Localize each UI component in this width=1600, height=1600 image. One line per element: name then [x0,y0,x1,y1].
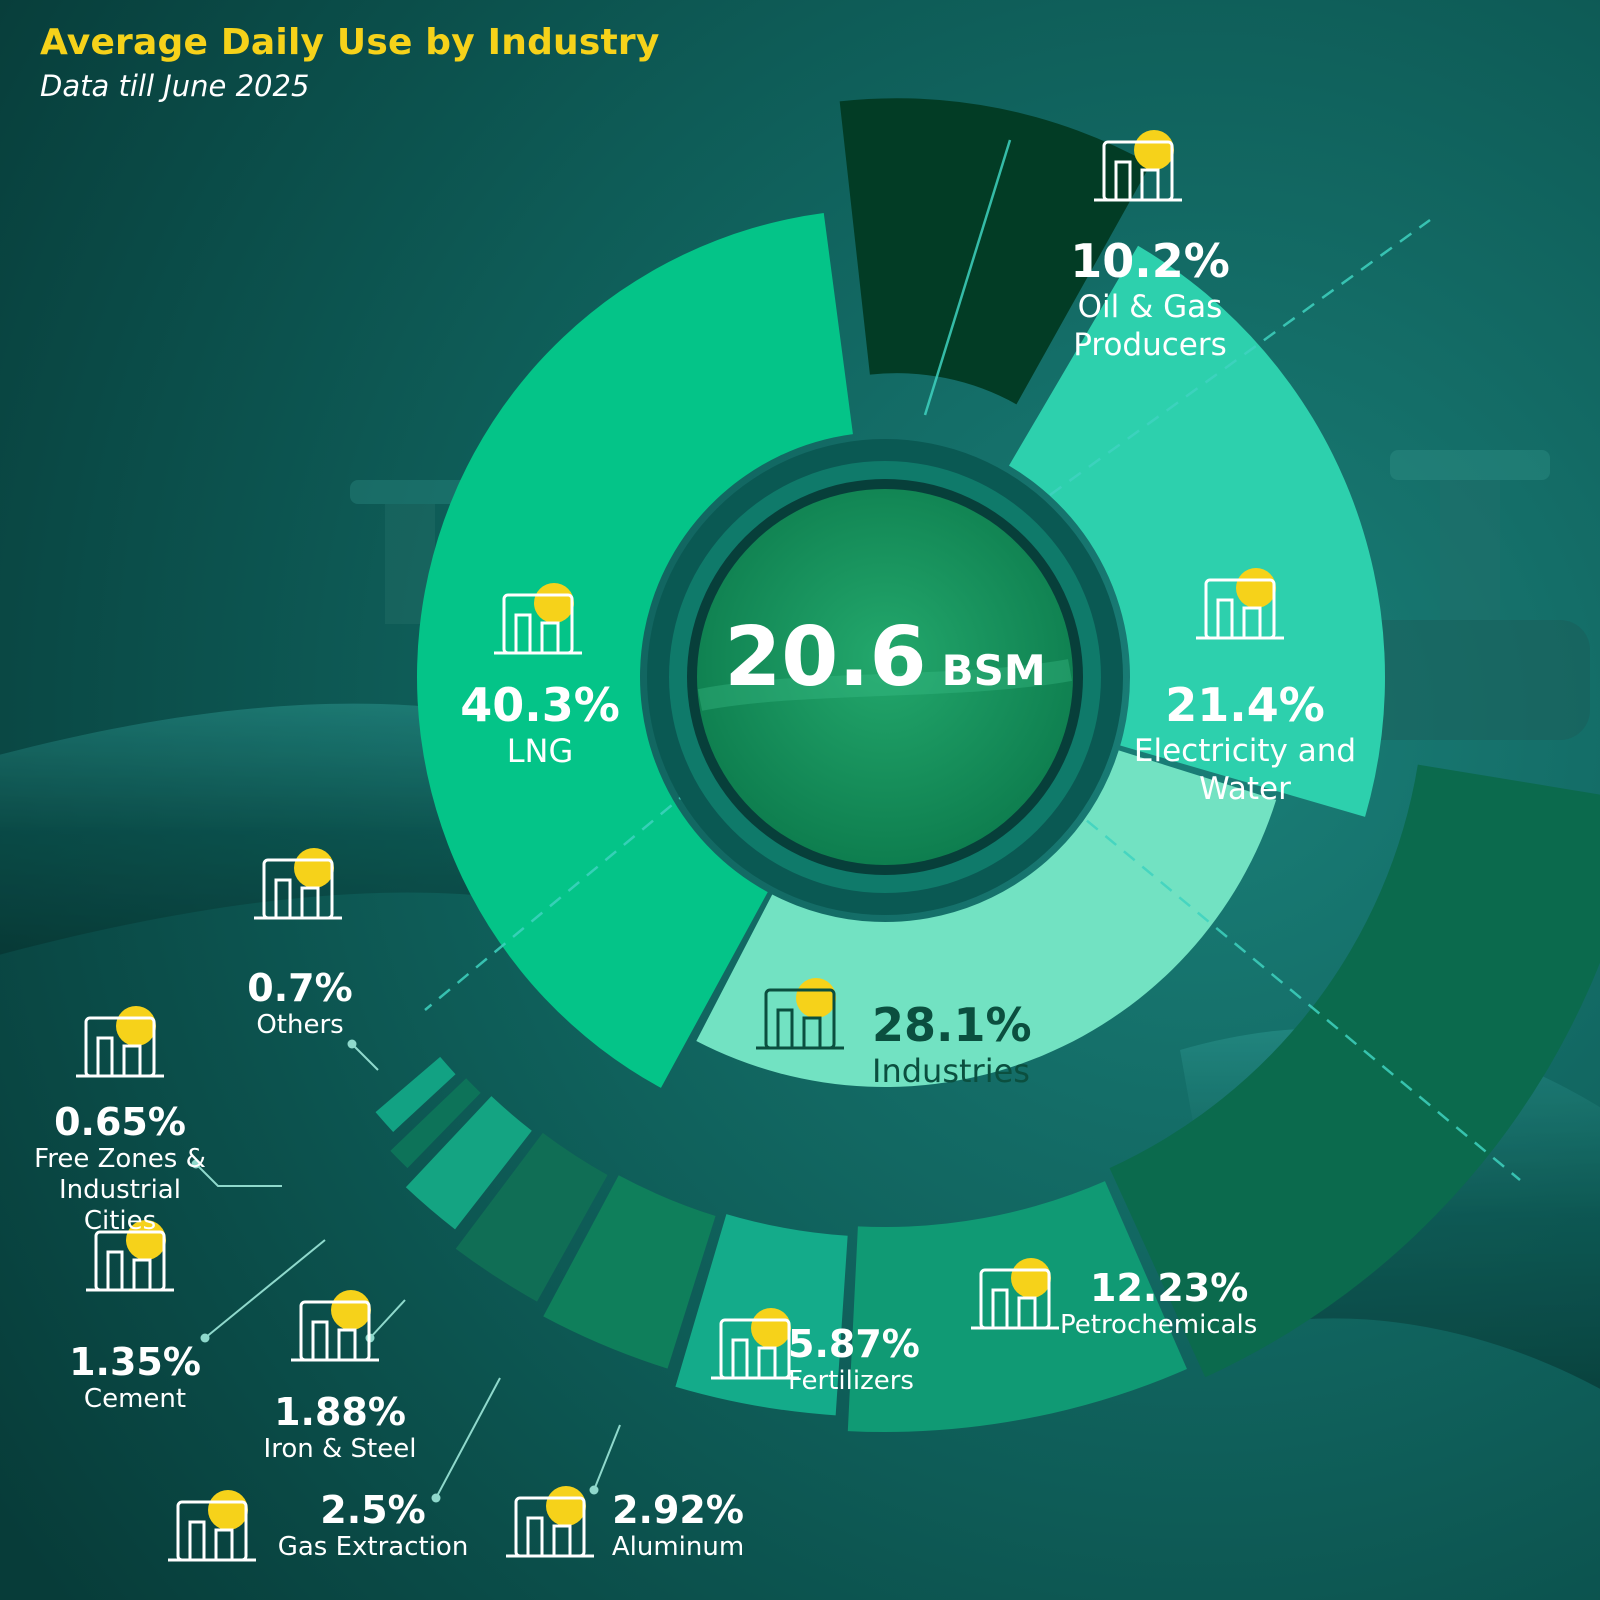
label-industries-name: Industries [872,1052,1030,1090]
leader-dot [431,1493,441,1503]
leader-line [435,1377,501,1499]
label-iron-steel-percent: 1.88% [274,1390,406,1434]
label-petrochemicals-name: Petrochemicals [1060,1310,1258,1340]
header: Average Daily Use by Industry Data till … [40,22,660,103]
label-iron-steel-name: Iron & Steel [263,1434,417,1464]
slice-free-zones-and-industrial-cities [390,1078,481,1169]
label-iron-steel: 1.88% Iron & Steel [250,1390,430,1464]
label-electricity: 21.4% Electricity and Water [1130,678,1360,808]
label-lng: 40.3% LNG [440,678,640,770]
label-cement: 1.35% Cement [55,1340,215,1414]
aluminum-ingots-icon [506,1486,594,1558]
slice-electricity-and-water [1008,245,1386,817]
leader-line [195,1163,282,1187]
free-zone-briefcase-icon [76,1006,164,1078]
leader-dot [191,1159,201,1169]
separator-lines [424,139,1521,1181]
label-free-zones-percent: 0.65% [54,1100,186,1144]
separator-line [1049,218,1431,497]
slice-lng [417,213,853,1088]
label-gas-extraction-name: Gas Extraction [277,1532,469,1562]
label-electricity-name: Electricity and Water [1133,733,1357,807]
leader-dot [589,1485,599,1495]
label-others: 0.7% Others [225,966,375,1040]
label-electricity-percent: 21.4% [1165,678,1325,732]
label-oil-gas-name: Oil & Gas Producers [1073,289,1227,363]
slice-iron-and-steel [455,1132,608,1302]
label-oil-gas: 10.2% Oil & Gas Producers [1040,234,1260,364]
factory-icon [756,978,844,1050]
center-circle [647,439,1123,915]
label-fertilizers-percent: 5.87% [788,1322,920,1366]
label-aluminum-percent: 2.92% [612,1488,744,1532]
label-cement-name: Cement [83,1384,187,1414]
center-value: 20.6 [724,610,927,705]
factory-gear-icon [254,848,342,920]
label-lng-name: LNG [506,732,574,770]
separator-line [1049,789,1521,1181]
oil-pump-icon [1094,130,1182,202]
label-gas-extraction-percent: 2.5% [320,1488,426,1532]
label-petrochemicals-percent: 12.23% [1090,1266,1249,1310]
main-ring [417,98,1386,1088]
separator-line [424,789,691,1011]
separator-line [923,139,1012,416]
gas-extraction-plant-icon [168,1490,256,1562]
page-subtitle: Data till June 2025 [40,69,310,103]
label-industries: 28.1% Industries [872,998,1072,1090]
power-plant-icon [1196,568,1284,640]
cement-plant-icon [86,1220,174,1292]
lng-tank-icon [494,583,582,655]
label-others-percent: 0.7% [247,966,353,1010]
industries-breakdown-ring [375,764,1600,1433]
label-free-zones-name: Free Zones & Industrial Cities [34,1144,206,1236]
leader-line [351,1043,379,1071]
leader-line [369,1299,406,1339]
slice-oil-and-gas-producers [839,98,1151,405]
icons-layer [76,130,1284,1562]
center-unit: BSM [941,646,1046,695]
leader-line [204,1239,326,1339]
slice-petrochemicals [1109,764,1600,1378]
leader-dot [200,1333,210,1343]
slice-cement [405,1096,532,1230]
leader-line [593,1424,621,1491]
slice-others [375,1056,456,1132]
label-aluminum-name: Aluminum [611,1532,745,1562]
label-oil-gas-percent: 10.2% [1070,234,1230,288]
label-aluminum: 2.92% Aluminum [598,1488,758,1562]
label-others-name: Others [256,1010,344,1040]
label-free-zones: 0.65% Free Zones & Industrial Cities [20,1100,220,1237]
label-petrochemicals: 12.23% Petrochemicals [1060,1266,1300,1340]
label-gas-extraction: 2.5% Gas Extraction [258,1488,488,1562]
steel-crucible-icon [291,1290,379,1362]
page-title: Average Daily Use by Industry [40,22,660,63]
center-total: 20.6 BSM [700,610,1070,705]
leader-dot [347,1039,357,1049]
label-lng-percent: 40.3% [460,678,620,732]
label-industries-percent: 28.1% [872,998,1032,1052]
slice-gas-extraction [543,1175,716,1369]
slice-industries [696,750,1277,1087]
slice-fertilizers [847,1181,1187,1433]
label-fertilizers: 5.87% Fertilizers [788,1322,948,1396]
label-cement-percent: 1.35% [69,1340,201,1384]
label-fertilizers-name: Fertilizers [788,1366,914,1396]
fertilizer-sack-icon [711,1308,799,1380]
petrochemical-plant-icon [971,1258,1059,1330]
